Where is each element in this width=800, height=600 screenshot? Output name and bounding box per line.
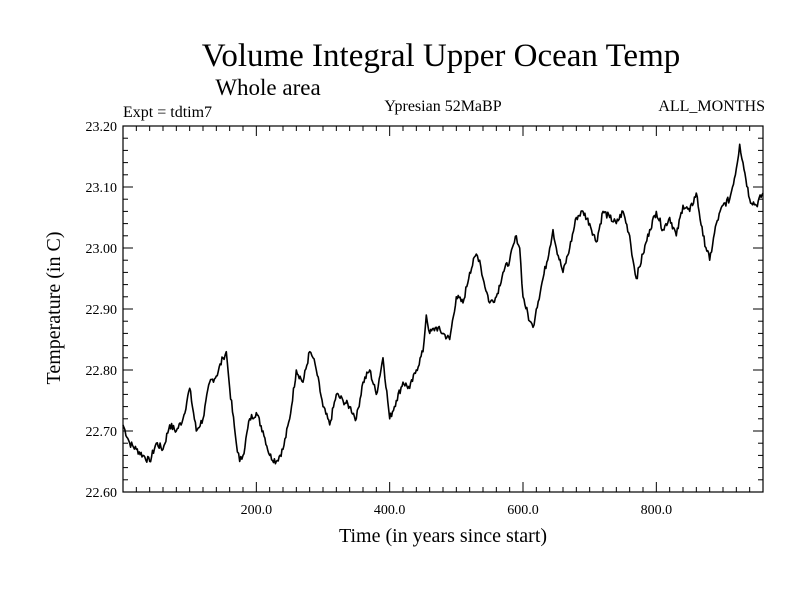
plot-frame [122, 125, 764, 493]
axis-tick-labels: 200.0 400.0 600.0 800.0 22.60 22.70 22.80 22.90… [86, 120, 673, 518]
y-tick-label: 23.20 [86, 120, 118, 135]
y-tick-label: 23.10 [86, 181, 118, 196]
y-tick-label: 22.60 [86, 486, 118, 501]
axis-ticks [122, 125, 764, 493]
x-tick-label: 200.0 [241, 503, 273, 518]
x-axis-label: Time (in years since start) [339, 525, 547, 547]
y-tick-label: 22.80 [86, 364, 118, 379]
y-axis-label: Temperature (in C) [43, 232, 65, 385]
chart-subtitle: Whole area [215, 75, 320, 100]
y-tick-label: 23.00 [86, 242, 118, 257]
x-tick-label: 600.0 [507, 503, 539, 518]
period-label: Ypresian 52MaBP [384, 98, 501, 115]
x-tick-label: 800.0 [641, 503, 673, 518]
months-label: ALL_MONTHS [658, 98, 765, 115]
series-line [122, 143, 764, 465]
chart-title: Volume Integral Upper Ocean Temp [202, 38, 680, 74]
y-tick-label: 22.90 [86, 303, 118, 318]
x-tick-label: 400.0 [374, 503, 406, 518]
expt-label: Expt = tdtim7 [123, 104, 212, 121]
y-tick-label: 22.70 [86, 425, 118, 440]
